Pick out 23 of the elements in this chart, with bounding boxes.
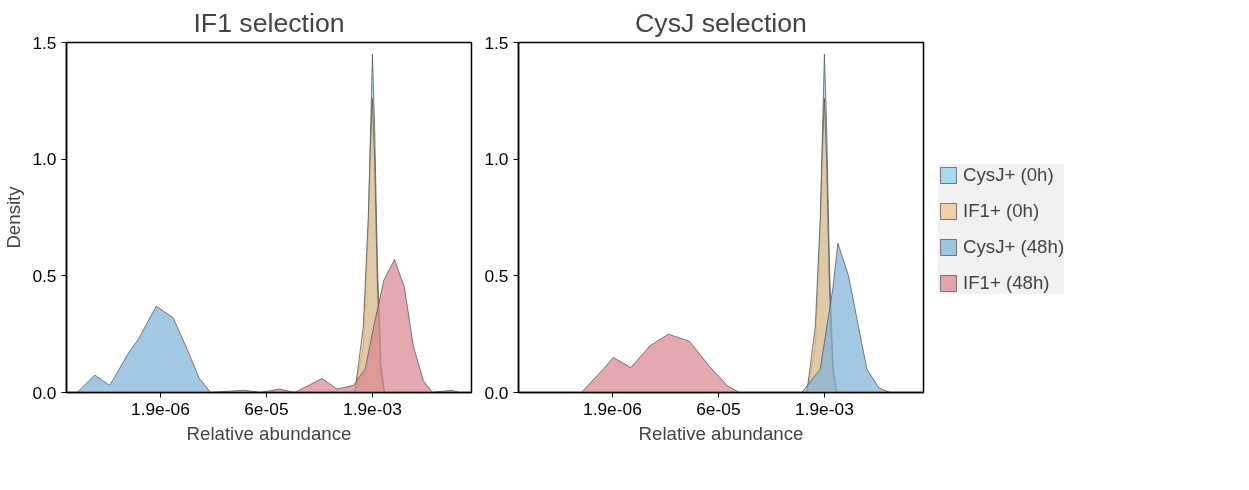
y-tick-label: 1.0: [32, 149, 57, 170]
legend-label: IF1+ (0h): [963, 200, 1040, 222]
x-axis-title: Relative abundance: [638, 422, 804, 444]
x-tick-label: 6e-05: [244, 398, 289, 419]
y-tick-label: 0.5: [32, 265, 57, 286]
y-axis-title: Density: [3, 185, 25, 249]
legend-label: IF1+ (48h): [963, 272, 1050, 294]
legend-label: CysJ+ (48h): [963, 236, 1065, 258]
y-tick-label: 0.5: [484, 265, 509, 286]
y-tick-label: 0.0: [484, 382, 509, 403]
x-tick-label: 1.9e-03: [343, 398, 402, 419]
x-tick-label: 1.9e-06: [131, 398, 190, 419]
y-tick-label: 1.5: [32, 32, 57, 53]
y-tick-label: 0.0: [32, 382, 57, 403]
x-tick-label: 1.9e-06: [583, 398, 642, 419]
chart-title: CysJ selection: [635, 7, 807, 38]
y-tick-label: 1.5: [484, 32, 509, 53]
legend-label: CysJ+ (0h): [963, 164, 1054, 186]
x-tick-label: 6e-05: [696, 398, 741, 419]
y-tick-label: 1.0: [484, 149, 509, 170]
x-tick-label: 1.9e-03: [795, 398, 854, 419]
x-axis-title: Relative abundance: [186, 422, 352, 444]
chart-title: IF1 selection: [193, 7, 345, 38]
